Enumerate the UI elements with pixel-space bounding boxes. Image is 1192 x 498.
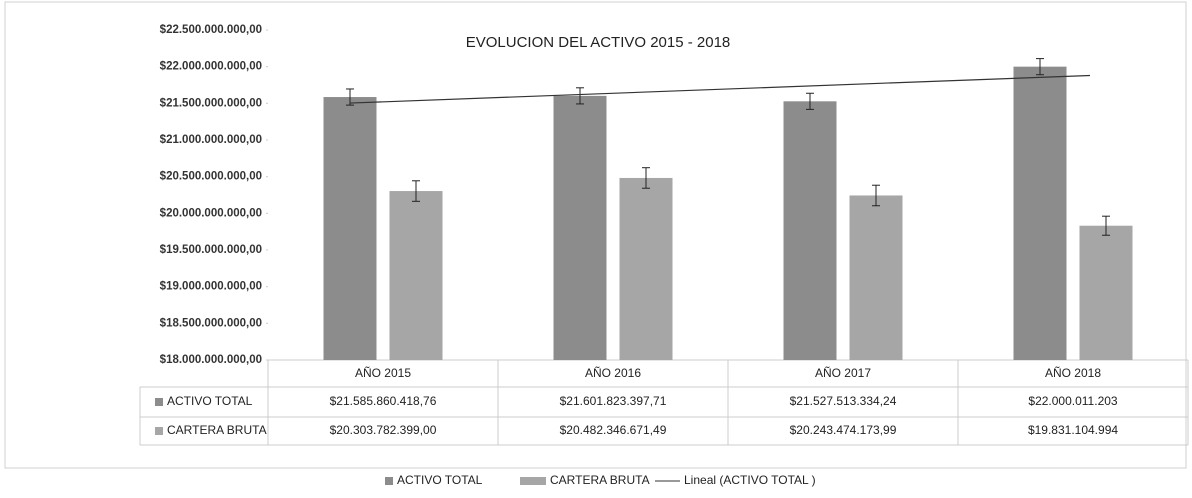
bar bbox=[783, 101, 837, 361]
error-bar bbox=[346, 88, 354, 106]
chart-title: EVOLUCION DEL ACTIVO 2015 - 2018 bbox=[466, 34, 731, 51]
y-tick-label: $22.500.000.000,00 bbox=[160, 24, 262, 36]
table-row-label: ACTIVO TOTAL bbox=[167, 394, 253, 408]
table-cell: $22.000.011.203 bbox=[1028, 394, 1118, 408]
error-bar bbox=[1036, 58, 1044, 76]
legend-label: CARTERA BRUTA bbox=[550, 473, 650, 487]
y-tick-label: $19.000.000.000,00 bbox=[160, 281, 262, 293]
table-cell: $21.585.860.418,76 bbox=[330, 394, 437, 408]
table-cell: $21.527.513.334,24 bbox=[790, 394, 897, 408]
error-bar bbox=[412, 180, 420, 202]
bar bbox=[389, 191, 443, 360]
legend-swatch bbox=[520, 477, 546, 485]
x-tick-label: AÑO 2017 bbox=[815, 366, 871, 380]
legend-label: Lineal (ACTIVO TOTAL ) bbox=[684, 473, 816, 487]
x-tick-label: AÑO 2018 bbox=[1045, 366, 1101, 380]
table-swatch bbox=[155, 398, 163, 406]
bar bbox=[323, 97, 377, 361]
table-cell: $20.243.474.173,99 bbox=[790, 423, 897, 437]
x-tick-label: AÑO 2015 bbox=[355, 366, 411, 380]
x-tick-label: AÑO 2016 bbox=[585, 366, 641, 380]
y-tick-label: $21.500.000.000,00 bbox=[160, 97, 262, 109]
bar bbox=[1079, 225, 1133, 360]
table-row-label: CARTERA BRUTA bbox=[167, 423, 267, 437]
legend-swatch bbox=[385, 477, 393, 485]
table-swatch bbox=[155, 427, 163, 435]
y-tick-label: $20.000.000.000,00 bbox=[160, 207, 262, 219]
trendline bbox=[349, 74, 1091, 104]
bar bbox=[553, 95, 607, 361]
y-tick-label: $21.000.000.000,00 bbox=[160, 134, 262, 146]
table-cell: $20.482.346.671,49 bbox=[560, 423, 667, 437]
bar bbox=[849, 195, 903, 360]
bar bbox=[619, 177, 673, 360]
y-tick-label: $19.500.000.000,00 bbox=[160, 244, 262, 256]
y-tick-label: $18.500.000.000,00 bbox=[160, 317, 262, 329]
y-tick-label: $20.500.000.000,00 bbox=[160, 171, 262, 183]
table-cell: $20.303.782.399,00 bbox=[330, 423, 437, 437]
error-bar bbox=[806, 92, 814, 110]
error-bar bbox=[1102, 215, 1110, 236]
y-tick-label: $18.000.000.000,00 bbox=[160, 354, 262, 366]
legend-label: ACTIVO TOTAL bbox=[397, 473, 483, 487]
y-tick-label: $22.000.000.000,00 bbox=[160, 61, 262, 73]
table-cell: $19.831.104.994 bbox=[1028, 423, 1118, 437]
table-cell: $21.601.823.397,71 bbox=[560, 394, 667, 408]
error-bar bbox=[642, 167, 650, 189]
error-bar bbox=[872, 184, 880, 207]
error-bar bbox=[576, 87, 584, 105]
bar bbox=[1013, 66, 1067, 361]
